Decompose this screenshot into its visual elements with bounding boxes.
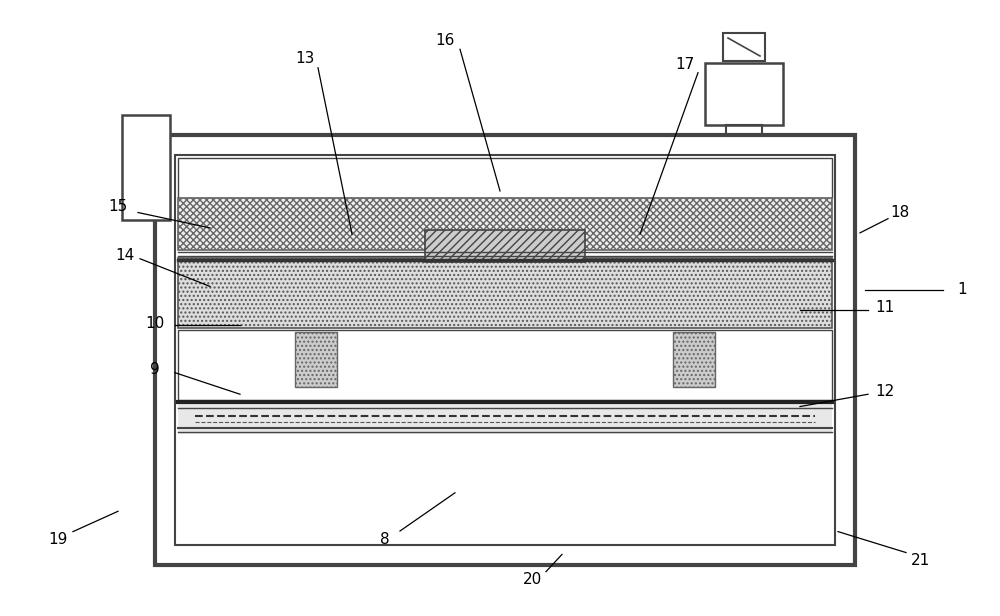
Bar <box>295 332 337 387</box>
Text: 19: 19 <box>48 532 68 546</box>
Bar <box>178 158 832 198</box>
Bar <box>425 230 585 262</box>
Text: 21: 21 <box>910 553 930 568</box>
Text: 11: 11 <box>875 301 895 315</box>
Bar <box>175 155 835 545</box>
Text: 15: 15 <box>108 199 128 214</box>
Bar <box>723 33 765 61</box>
Text: 14: 14 <box>115 248 135 263</box>
Text: 13: 13 <box>295 51 315 66</box>
Bar <box>178 402 832 434</box>
Bar <box>673 332 715 387</box>
Text: 1: 1 <box>957 282 967 297</box>
Bar <box>705 63 783 125</box>
Bar <box>178 258 832 328</box>
Text: 12: 12 <box>875 384 895 399</box>
Bar <box>122 115 170 220</box>
Text: 8: 8 <box>380 532 390 546</box>
Bar <box>155 135 855 565</box>
Text: 18: 18 <box>890 205 910 220</box>
Text: 20: 20 <box>523 572 543 586</box>
Bar <box>178 198 832 250</box>
Text: 17: 17 <box>675 57 695 72</box>
Bar <box>178 330 832 400</box>
Text: 16: 16 <box>435 33 455 47</box>
Text: 9: 9 <box>150 362 160 377</box>
Text: 10: 10 <box>145 316 165 331</box>
